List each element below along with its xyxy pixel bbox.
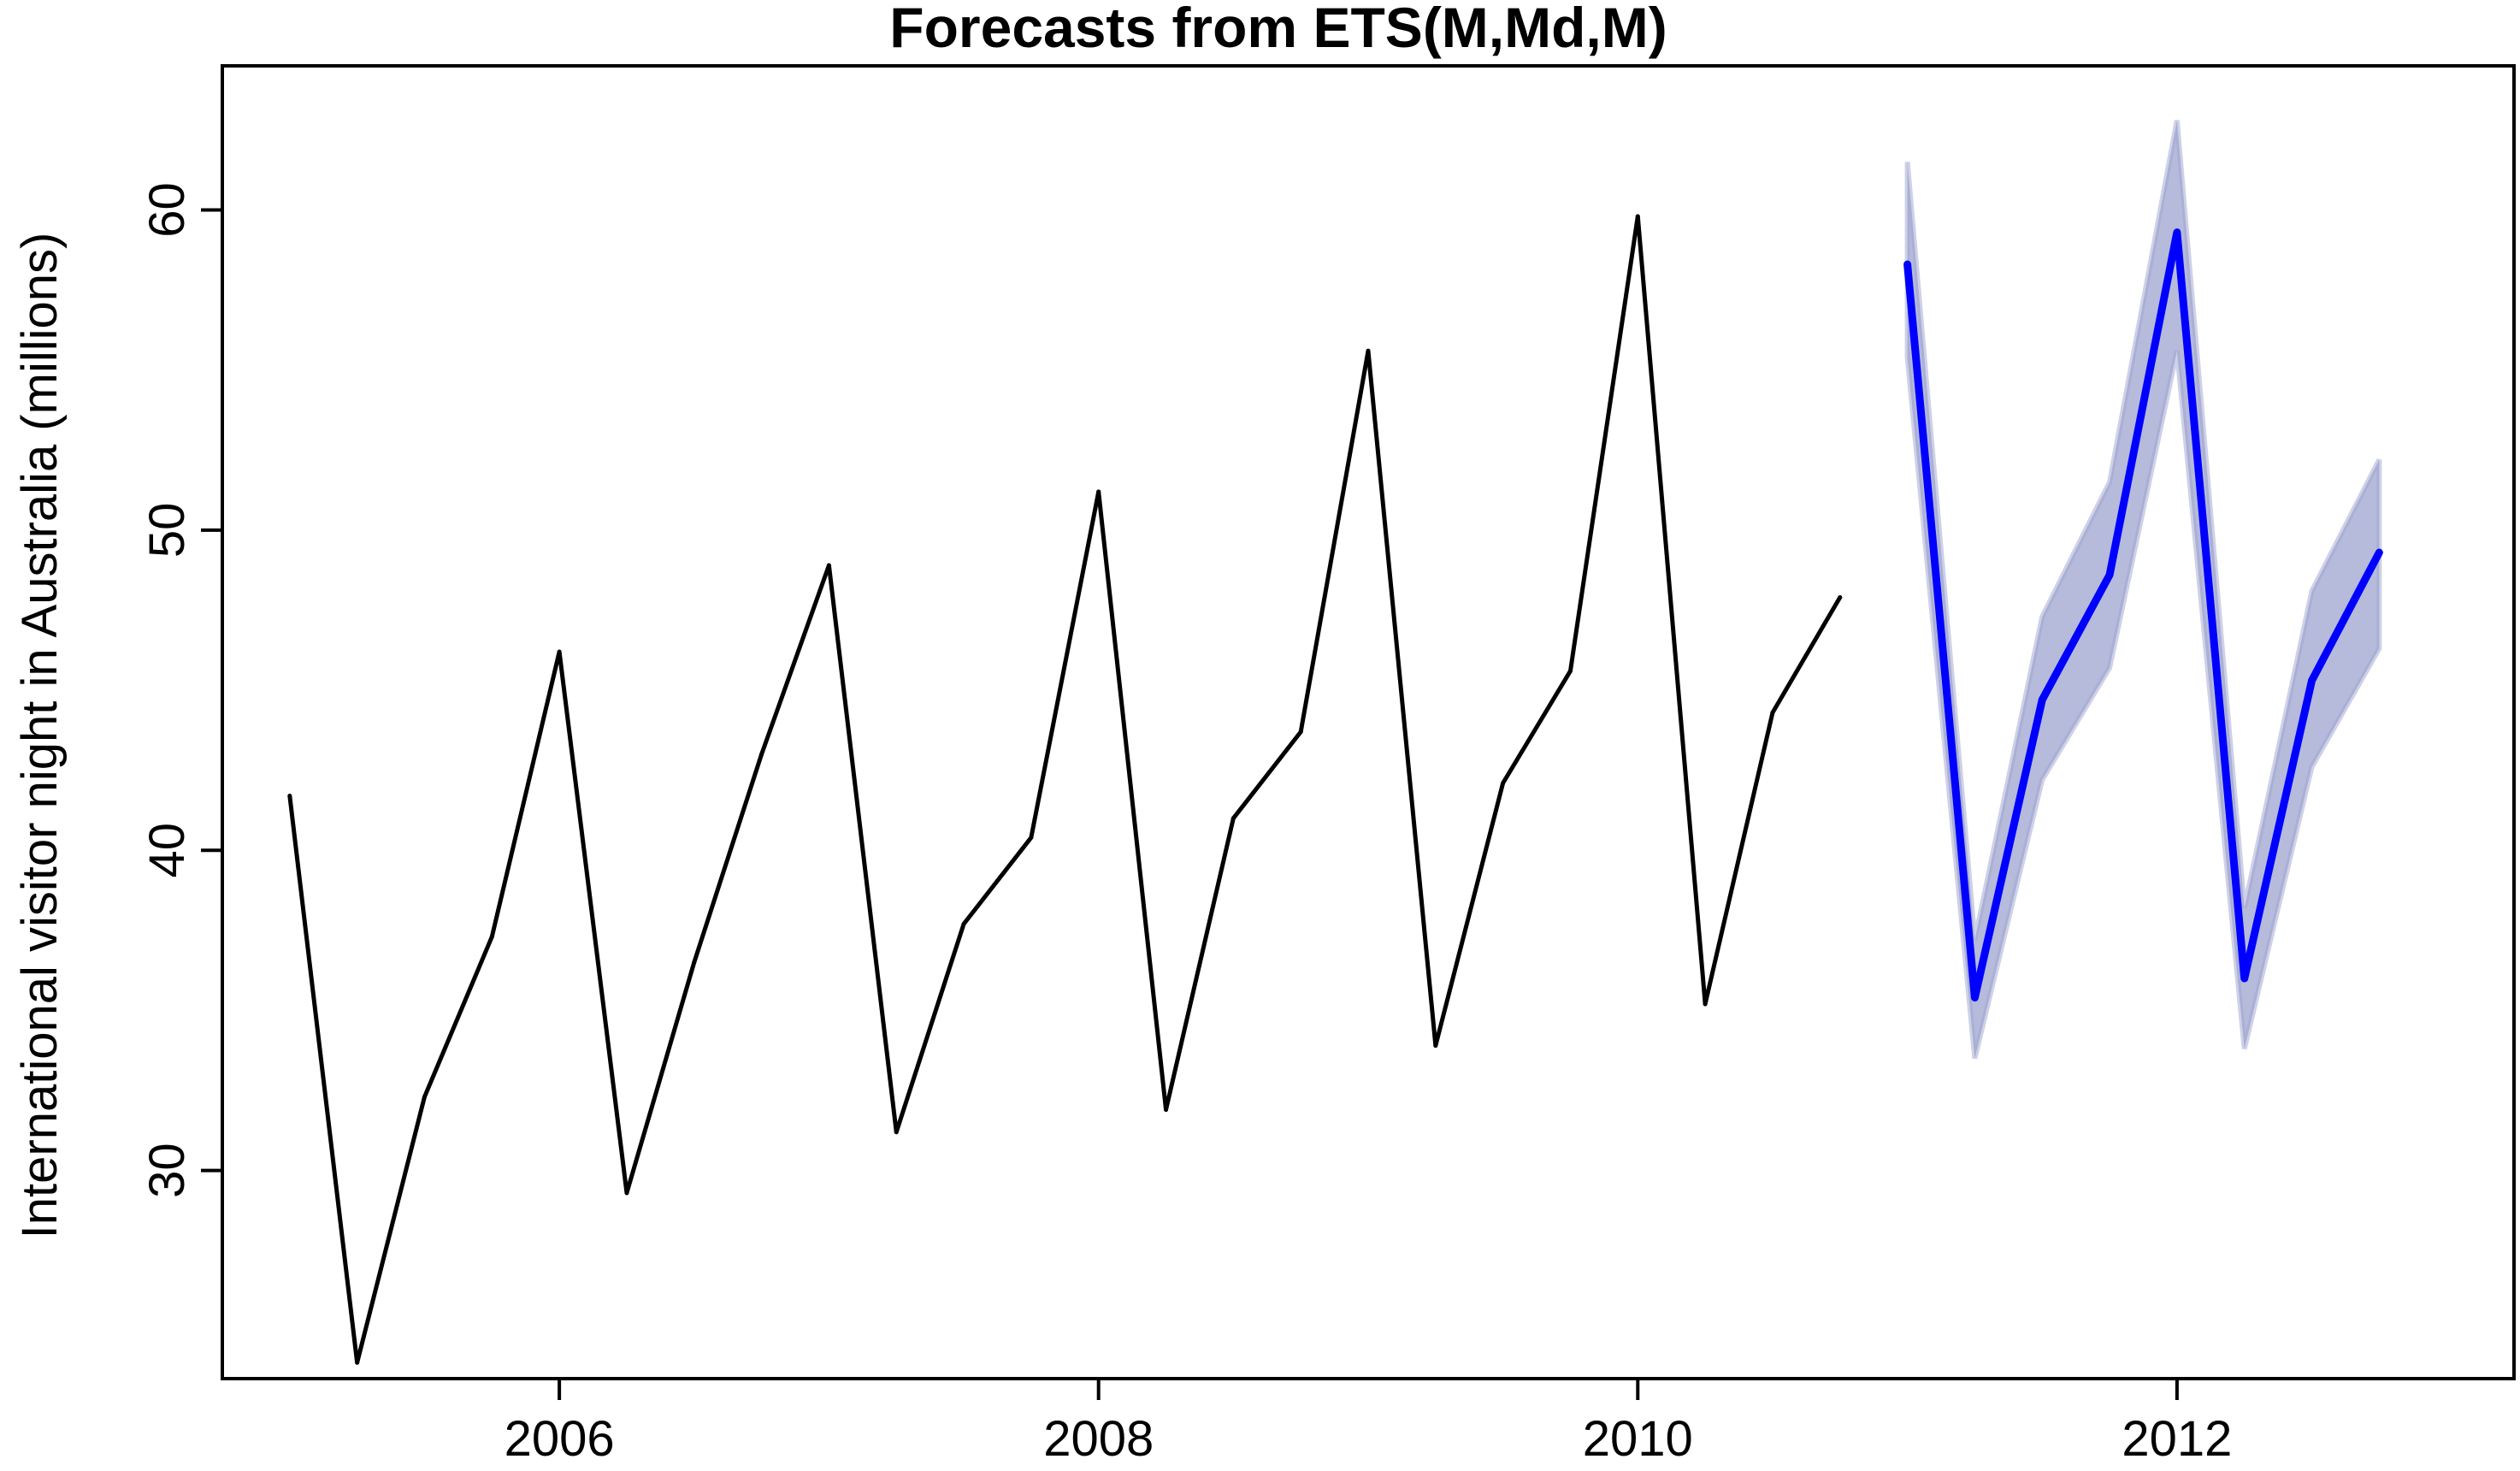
observed-point: [1838, 594, 1843, 600]
observed-point: [1567, 669, 1573, 674]
observed-point: [1501, 781, 1506, 786]
observed-point: [1298, 730, 1303, 735]
observed-point: [557, 649, 562, 654]
y-tick-label: 60: [139, 182, 195, 238]
observed-point: [894, 1130, 899, 1135]
observed-point: [624, 1190, 629, 1196]
observed-point: [1366, 348, 1371, 353]
forecast-point: [2173, 228, 2181, 236]
forecast-point: [2039, 696, 2046, 704]
observed-point: [1096, 489, 1101, 494]
forecast-band-layer: [1904, 120, 2382, 1060]
observed-point: [1770, 710, 1775, 715]
y-tick-label: 40: [139, 823, 195, 878]
x-tick-label: 2010: [1583, 1411, 1693, 1467]
x-tick-label: 2012: [2122, 1411, 2232, 1467]
y-tick-label: 30: [139, 1143, 195, 1198]
observed-point: [1164, 1108, 1169, 1113]
observed-point: [1230, 816, 1236, 821]
observed-point: [759, 752, 764, 757]
forecast-point: [1971, 994, 1979, 1001]
y-tick-label: 50: [139, 503, 195, 558]
y-axis-label: International visitor night in Australia…: [12, 233, 68, 1239]
forecast-point: [2308, 676, 2316, 684]
observed-point: [826, 563, 831, 568]
forecast-series-line: [1903, 228, 2383, 1001]
forecast-point: [2240, 975, 2248, 983]
observed-point: [287, 794, 292, 799]
forecast-point: [2375, 549, 2383, 557]
observed-point: [961, 921, 966, 926]
x-tick-label: 2006: [505, 1411, 615, 1467]
series-layer: [287, 214, 2383, 1365]
observed-point: [422, 1095, 427, 1100]
plot-frame: [221, 64, 2516, 1380]
axes-layer: 2006 2008 2010 2012 30 40 50 60: [139, 182, 2232, 1467]
observed-point: [489, 934, 494, 939]
observed-point: [355, 1360, 360, 1365]
observed-point: [1433, 1043, 1438, 1049]
observed-point: [1703, 1001, 1708, 1007]
forecast-interval-band: [1904, 120, 2382, 1060]
forecast-point: [1903, 261, 1911, 269]
x-tick-label: 2008: [1043, 1411, 1154, 1467]
observed-point: [1635, 214, 1640, 219]
observed-point: [692, 960, 697, 965]
observed-series-line: [287, 214, 1843, 1365]
chart-title: Forecasts from ETS(M,Md,M): [889, 0, 1667, 59]
forecast-point: [2106, 571, 2114, 579]
observed-point: [1029, 835, 1034, 840]
